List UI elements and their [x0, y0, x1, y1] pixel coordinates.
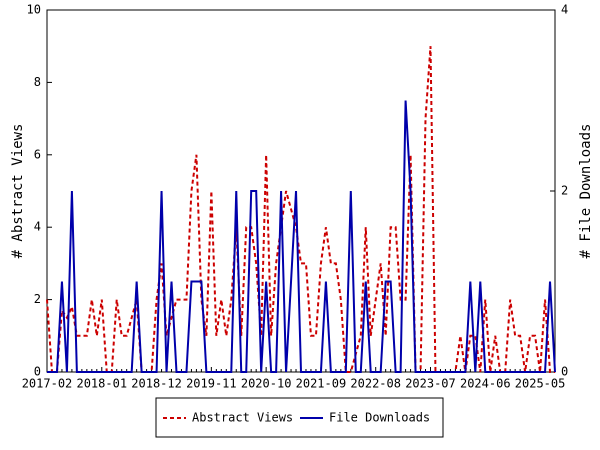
x-tick-label: 2017-02: [22, 377, 73, 391]
x-tick-label: 2020-10: [241, 377, 292, 391]
y2-tick-label: 0: [561, 365, 568, 379]
legend: [155, 397, 444, 438]
x-tick-label: 2019-11: [186, 377, 237, 391]
legend-label: Abstract Views: [192, 411, 293, 425]
y-tick-label: 0: [34, 365, 41, 379]
x-tick-label: 2021-09: [296, 377, 347, 391]
y-tick-label: 4: [34, 220, 41, 234]
y2-tick-label: 4: [561, 3, 568, 17]
y-tick-label: 10: [27, 3, 41, 17]
x-tick-label: 2023-07: [405, 377, 456, 391]
y-tick-label: 8: [34, 75, 41, 89]
x-tick-label: 2018-01: [76, 377, 127, 391]
x-tick-label: 2022-08: [350, 377, 401, 391]
x-tick-label: 2024-06: [460, 377, 511, 391]
y2-axis-label: # File Downloads: [578, 124, 594, 259]
y2-tick-label: 2: [561, 184, 568, 198]
y-tick-label: 6: [34, 147, 41, 161]
y-axis-label: # Abstract Views: [10, 124, 26, 259]
x-tick-label: 2025-05: [515, 377, 566, 391]
series-line: [46, 46, 555, 373]
legend-label: File Downloads: [329, 411, 430, 425]
series-line: [47, 100, 556, 373]
x-tick-label: 2018-12: [131, 377, 182, 391]
y-tick-label: 2: [34, 292, 41, 306]
